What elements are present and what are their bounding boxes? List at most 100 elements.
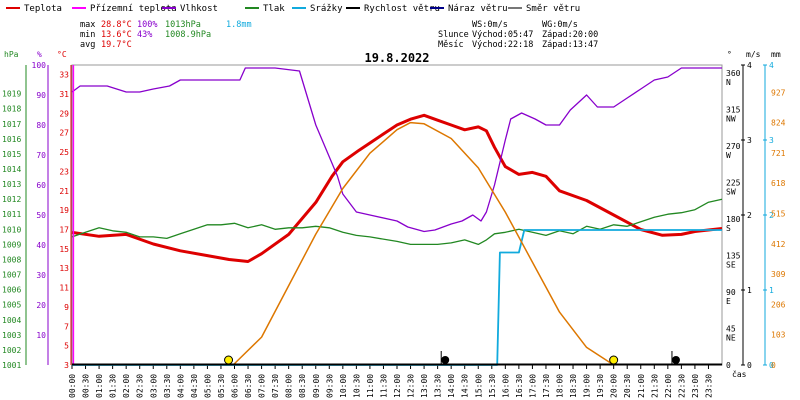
chart-title: 19.8.2022: [364, 51, 429, 65]
rain-tick-label: 1: [769, 286, 774, 295]
x-tick-label: 06:30: [244, 374, 253, 398]
x-tick-label: 03:00: [149, 374, 158, 398]
x-tick-label: 20:00: [610, 374, 619, 398]
x-tick-label: 13:30: [434, 374, 443, 398]
temperature-tick-label: 15: [59, 245, 69, 254]
solar-tick-label: 618: [771, 179, 786, 188]
direction-tick-compass: N: [726, 78, 731, 87]
direction-tick-label: 45: [726, 325, 736, 334]
x-tick-label: 02:00: [122, 374, 131, 398]
x-tick-label: 21:30: [650, 374, 659, 398]
direction-tick-label: 315: [726, 106, 741, 115]
plot-frame: [71, 64, 723, 366]
direction-tick-label: 0: [726, 361, 731, 370]
legend-label: Směr větru: [526, 4, 580, 14]
pressure-tick-label: 1001: [2, 361, 21, 370]
x-tick-label: 15:00: [474, 374, 483, 398]
x-tick-label: 03:30: [163, 374, 172, 398]
humidity-tick-label: 50: [36, 211, 46, 220]
x-tick-label: 17:30: [542, 374, 551, 398]
axis-unit: m/s: [746, 50, 761, 59]
wind-tick-label: 2: [747, 211, 752, 220]
direction-tick-compass: NW: [726, 115, 736, 124]
temperature-tick-label: 25: [59, 148, 69, 157]
x-tick-label: 01:30: [109, 374, 118, 398]
x-axis-unit: čas: [732, 369, 747, 379]
humidity-tick-label: 90: [36, 91, 46, 100]
pressure-tick-label: 1017: [2, 120, 21, 129]
temperature-tick-label: 23: [59, 167, 69, 176]
solar-tick-label: 515: [771, 210, 786, 219]
stat-value: Východ:05:47: [472, 30, 533, 40]
x-tick-label: 14:30: [461, 374, 470, 398]
wind-tick-label: 1: [747, 286, 752, 295]
humidity-tick-label: 10: [36, 331, 46, 340]
direction-tick-compass: S: [726, 224, 731, 233]
pressure-tick-label: 1013: [2, 180, 21, 189]
temperature-tick-label: 3: [64, 361, 69, 370]
direction-tick-label: 90: [726, 288, 736, 297]
pressure-tick-label: 1008: [2, 255, 21, 264]
direction-tick-label: 180: [726, 215, 741, 224]
rain-tick-label: 0: [769, 361, 774, 370]
stat-value: Západ:20:00: [542, 30, 598, 40]
direction-tick-label: 225: [726, 179, 741, 188]
direction-tick-label: 360: [726, 69, 741, 78]
x-tick-label: 08:30: [298, 374, 307, 398]
stat-label: min: [80, 30, 95, 40]
stat-label: max: [80, 20, 95, 30]
direction-tick-compass: NE: [726, 334, 736, 343]
pressure-tick-label: 1003: [2, 331, 21, 340]
stat-label: avg: [80, 40, 95, 50]
pressure-tick-label: 1018: [2, 105, 21, 114]
stat-value: 13.6°C: [101, 30, 132, 40]
rain-tick-label: 2: [769, 211, 774, 220]
solar-tick-label: 412: [771, 240, 786, 249]
direction-tick-compass: E: [726, 297, 731, 306]
stat-value: 1008.9hPa: [165, 30, 211, 40]
direction-tick-label: 135: [726, 252, 741, 261]
pressure-tick-label: 1019: [2, 90, 21, 99]
x-tick-label: 18:00: [556, 374, 565, 398]
x-tick-label: 22:00: [664, 374, 673, 398]
solar-tick-label: 309: [771, 270, 786, 279]
temperature-tick-label: 29: [59, 109, 69, 118]
solar-tick-label: 103: [771, 331, 786, 340]
x-tick-label: 06:00: [231, 374, 240, 398]
legend-label: Náraz větru: [448, 4, 508, 14]
x-tick-label: 01:00: [95, 374, 104, 398]
humidity-tick-label: 30: [36, 271, 46, 280]
direction-tick-compass: SE: [726, 261, 736, 270]
series-line: [71, 67, 722, 233]
x-tick-label: 11:00: [366, 374, 375, 398]
solar-tick-label: 927: [771, 88, 786, 97]
solar-tick-label: 206: [771, 300, 786, 309]
pressure-tick-label: 1007: [2, 271, 21, 280]
pressure-tick-label: 1012: [2, 195, 21, 204]
direction-tick-compass: SW: [726, 188, 736, 197]
x-tick-label: 16:00: [501, 374, 510, 398]
x-tick-label: 00:00: [68, 374, 77, 398]
pressure-tick-label: 1004: [2, 316, 21, 325]
x-tick-label: 14:00: [447, 374, 456, 398]
stat-value: 28.8°C: [101, 20, 132, 30]
legend-label: Vlhkost: [180, 4, 218, 14]
x-tick-label: 16:30: [515, 374, 524, 398]
stat-value: 100%: [137, 20, 157, 30]
x-tick-label: 10:30: [352, 374, 361, 398]
pressure-tick-label: 1009: [2, 240, 21, 249]
humidity-tick-label: 100: [32, 61, 47, 70]
x-tick-label: 20:30: [623, 374, 632, 398]
temperature-tick-label: 19: [59, 206, 69, 215]
temperature-tick-label: 11: [59, 284, 69, 293]
wind-tick-label: 4: [747, 61, 752, 70]
wind-tick-label: 3: [747, 136, 752, 145]
moon-marker: [671, 356, 680, 364]
series-line: [71, 198, 723, 246]
legend-label: Srážky: [310, 4, 343, 14]
axis-unit: °: [727, 50, 732, 59]
x-tick-label: 10:00: [339, 374, 348, 398]
pressure-tick-label: 1010: [2, 225, 21, 234]
wind-tick-label: 0: [747, 361, 752, 370]
